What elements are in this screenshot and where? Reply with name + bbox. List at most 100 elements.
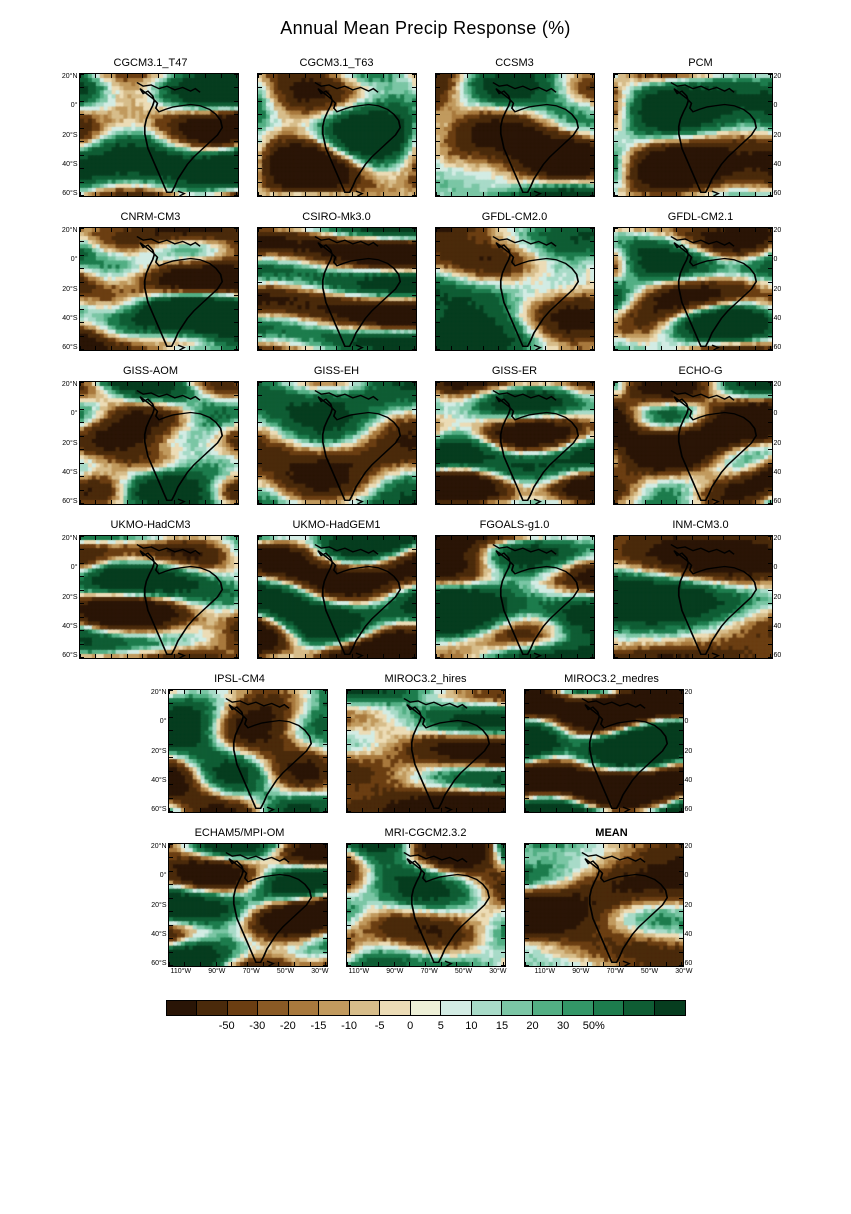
map-panel: MIROC3.2_medres200204060 [518,673,706,821]
colorbar-segment [472,1001,503,1015]
x-tick-label: 110°W [349,968,370,975]
y-tick-label: 60°S [147,960,167,967]
y-tick-label: 20 [774,594,794,601]
colorbar-label: -20 [280,1020,296,1032]
x-tick-label: 110°W [171,968,192,975]
y-tick-label: 20°N [58,73,78,80]
panel-title: GISS-AOM [123,365,178,379]
map-plot [613,227,773,351]
y-tick-label: 0° [58,102,78,109]
map-plot [257,535,417,659]
y-tick-label: 20 [685,902,705,909]
y-tick-label: 0° [147,718,167,725]
colorbar-label: 15 [496,1020,508,1032]
y-tick-label: 0 [774,256,794,263]
map-plot [257,73,417,197]
y-tick-label: 20°S [147,902,167,909]
colorbar-segment [380,1001,411,1015]
map-plot [257,381,417,505]
y-tick-label: 40 [774,161,794,168]
y-tick-label: 0 [774,102,794,109]
y-tick-label: 40 [685,777,705,784]
colorbar-segment [594,1001,625,1015]
map-panel: INM-CM3.0200204060 [607,519,795,667]
panel-title: CSIRO-Mk3.0 [302,211,370,225]
panel-row: UKMO-HadCM320°N0°20°S40°S60°SUKMO-HadGEM… [10,519,841,667]
y-tick-label: 20 [774,535,794,542]
map-panel: FGOALS-g1.0 [429,519,601,667]
map-panel: GISS-AOM20°N0°20°S40°S60°S [57,365,245,513]
colorbar-segment [167,1001,198,1015]
map-plot [435,535,595,659]
map-plot [346,843,506,967]
panel-row: IPSL-CM420°N0°20°S40°S60°SMIROC3.2_hires… [10,673,841,821]
y-tick-label: 60°S [147,806,167,813]
x-tick-label: 50°W [455,968,472,975]
colorbar-label: 0 [407,1020,413,1032]
panel-title: FGOALS-g1.0 [480,519,550,533]
y-tick-label: 60°S [58,344,78,351]
map-plot [613,535,773,659]
y-tick-label: 20 [774,73,794,80]
map-panel: GISS-EH [251,365,423,513]
colorbar-label: -5 [375,1020,385,1032]
panel-title: GFDL-CM2.1 [668,211,733,225]
y-tick-label: 20°N [58,535,78,542]
panel-row: CNRM-CM320°N0°20°S40°S60°SCSIRO-Mk3.0GFD… [10,211,841,359]
y-tick-label: 40 [774,315,794,322]
y-tick-label: 20°S [58,440,78,447]
map-panel: CGCM3.1_T63 [251,57,423,205]
panel-title: IPSL-CM4 [214,673,265,687]
y-tick-label: 20 [685,689,705,696]
y-tick-label: 0° [58,410,78,417]
x-tick-label: 50°W [277,968,294,975]
panel-title: CGCM3.1_T63 [300,57,374,71]
map-panel: CGCM3.1_T4720°N0°20°S40°S60°S [57,57,245,205]
panel-row: GISS-AOM20°N0°20°S40°S60°SGISS-EHGISS-ER… [10,365,841,513]
x-tick-label: 30°W [675,968,692,975]
map-plot [346,689,506,813]
y-tick-label: 60°S [58,652,78,659]
colorbar-label: -30 [249,1020,265,1032]
x-tick-label: 90°W [386,968,403,975]
y-tick-label: 40°S [147,931,167,938]
panel-title: CCSM3 [495,57,534,71]
y-tick-label: 20°S [58,286,78,293]
map-plot [168,843,328,967]
map-plot [79,381,239,505]
y-tick-label: 40 [774,469,794,476]
map-panel: PCM200204060 [607,57,795,205]
panel-title: GISS-ER [492,365,537,379]
map-panel: MRI-CGCM2.3.2110°W90°W70°W50°W30°W [340,827,512,975]
y-tick-label: 40 [774,623,794,630]
panel-title: UKMO-HadGEM1 [292,519,380,533]
y-tick-label: 20°S [147,748,167,755]
x-tick-label: 90°W [572,968,589,975]
colorbar-label: -50 [219,1020,235,1032]
panel-title: MRI-CGCM2.3.2 [385,827,467,841]
panel-title: CNRM-CM3 [121,211,181,225]
y-tick-label: 20°N [147,843,167,850]
y-tick-label: 40°S [58,161,78,168]
y-tick-label: 60 [774,652,794,659]
map-plot [613,381,773,505]
map-panel: CCSM3 [429,57,601,205]
panel-title: MIROC3.2_hires [385,673,467,687]
map-panel: GFDL-CM2.1200204060 [607,211,795,359]
colorbar-segment [533,1001,564,1015]
y-tick-label: 20 [685,843,705,850]
colorbar-segment [350,1001,381,1015]
colorbar-segment [228,1001,259,1015]
y-tick-label: 60°S [58,190,78,197]
y-tick-label: 20 [774,440,794,447]
map-plot [435,381,595,505]
colorbar-segment [563,1001,594,1015]
map-plot [79,73,239,197]
y-tick-label: 60 [685,960,705,967]
figure-title: Annual Mean Precip Response (%) [10,18,841,39]
colorbar-segment [258,1001,289,1015]
map-panel: GFDL-CM2.0 [429,211,601,359]
panel-grid: CGCM3.1_T4720°N0°20°S40°S60°SCGCM3.1_T63… [10,57,841,975]
y-tick-label: 40°S [58,315,78,322]
colorbar-segment [502,1001,533,1015]
